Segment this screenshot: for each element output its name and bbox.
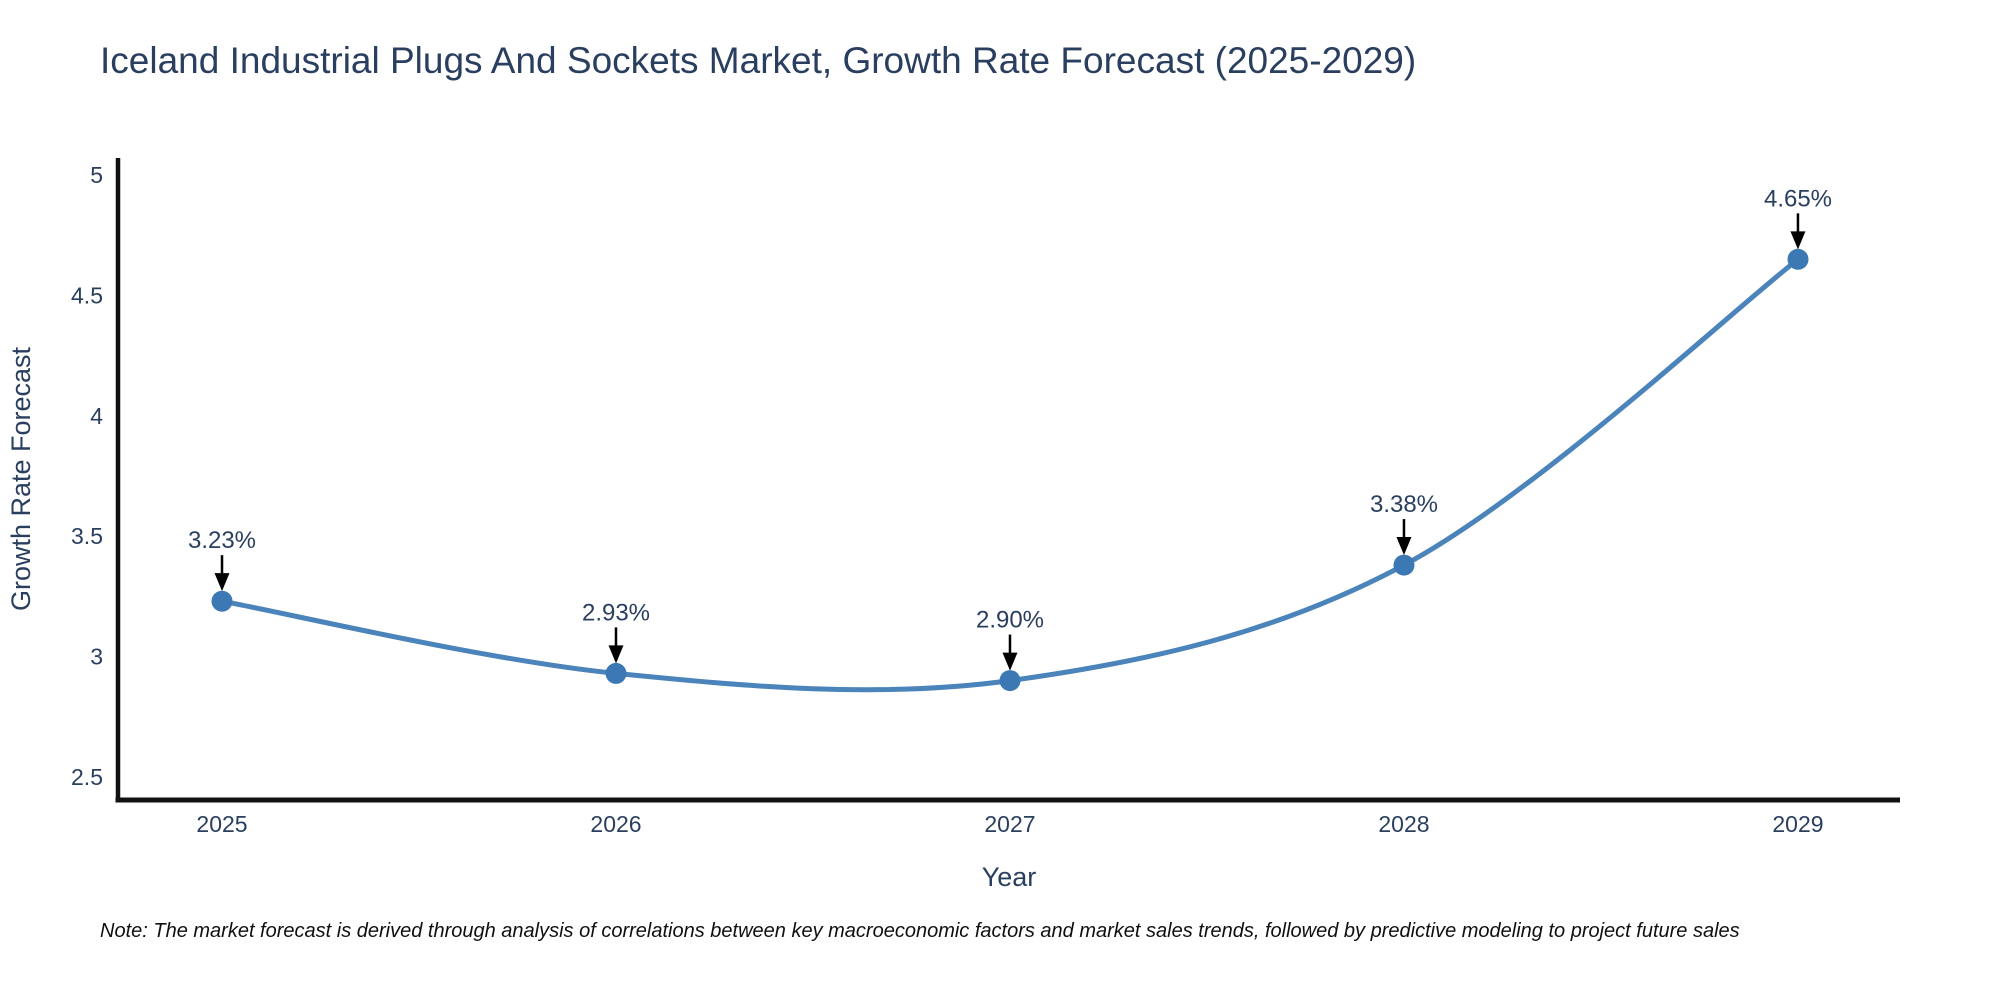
x-tick-label: 2029: [1772, 811, 1823, 837]
annotation-arrow-head: [1790, 231, 1806, 250]
x-tick-label: 2026: [590, 811, 641, 837]
data-point-2026[interactable]: [605, 662, 627, 684]
data-point-2028[interactable]: [1393, 554, 1415, 576]
x-tick-label: 2027: [984, 811, 1035, 837]
x-tick-label: 2025: [196, 811, 247, 837]
y-tick-label: 4.5: [71, 282, 103, 308]
footnote: Note: The market forecast is derived thr…: [100, 920, 1740, 942]
point-value-label: 2.90%: [976, 607, 1044, 634]
x-tick-label: 2028: [1378, 811, 1429, 837]
x-axis-title: Year: [982, 862, 1037, 892]
y-tick-label: 2.5: [71, 764, 103, 790]
y-tick-label: 4: [90, 403, 103, 429]
annotation-arrow-head: [214, 573, 230, 592]
point-value-label: 3.38%: [1370, 491, 1438, 518]
y-axis-tick-labels: 2.5 3 3.5 4 4.5 5: [71, 162, 103, 790]
data-point-2025[interactable]: [211, 590, 233, 612]
y-tick-label: 3.5: [71, 523, 103, 549]
forecast-series: [211, 248, 1809, 693]
annotation-arrow-head: [1396, 537, 1412, 556]
x-axis-tick-labels: 2025 2026 2027 2028 2029: [196, 811, 1823, 837]
annotation-arrow-head: [608, 645, 624, 664]
y-tick-label: 5: [90, 162, 103, 188]
axes: [115, 158, 1900, 803]
annotation-arrow-head: [1002, 652, 1018, 671]
point-value-label: 3.23%: [188, 527, 256, 554]
y-axis-title: Growth Rate Forecast: [6, 346, 36, 611]
data-point-2029[interactable]: [1787, 248, 1809, 270]
point-annotations: 3.23% 2.93% 2.90% 3.38% 4.65%: [188, 185, 1832, 671]
y-tick-label: 3: [90, 644, 103, 670]
point-value-label: 4.65%: [1764, 185, 1832, 212]
data-point-2027[interactable]: [999, 670, 1021, 692]
chart-title: Iceland Industrial Plugs And Sockets Mar…: [100, 40, 1417, 81]
point-value-label: 2.93%: [582, 599, 650, 626]
